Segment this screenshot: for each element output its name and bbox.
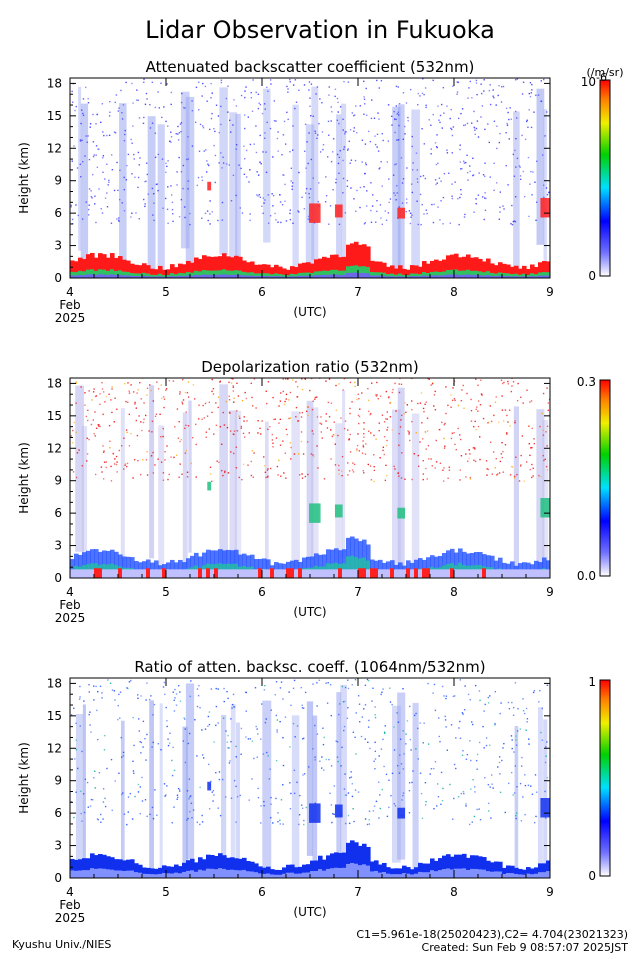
y-tick-label: 12 xyxy=(47,441,62,455)
y-tick-label: 0 xyxy=(54,271,62,285)
colorbar-min-label: 0 xyxy=(588,269,596,283)
y-tick-label: 15 xyxy=(47,409,62,423)
y-tick-label: 6 xyxy=(54,806,62,820)
y-tick-label: 18 xyxy=(47,676,62,690)
x-tick-label: 7 xyxy=(354,585,362,599)
x-axis-label: (UTC) xyxy=(293,305,326,319)
y-tick-label: 18 xyxy=(47,76,62,90)
y-tick-label: 0 xyxy=(54,571,62,585)
colorbar-max-label: 10 xyxy=(581,75,596,89)
x-tick-label: 7 xyxy=(354,885,362,899)
panel-3: Ratio of atten. backsc. coeff. (1064nm/5… xyxy=(17,658,611,925)
y-tick-label: 6 xyxy=(54,206,62,220)
y-tick-label: 12 xyxy=(47,741,62,755)
y-tick-label: 9 xyxy=(54,174,62,188)
created-label: Created: Sun Feb 9 08:57:07 2025JST xyxy=(421,941,628,954)
x-year-label: 2025 xyxy=(55,911,86,925)
colorbar-max-label: 0.3 xyxy=(577,375,596,389)
x-tick-label: 8 xyxy=(450,585,458,599)
x-tick-label: 7 xyxy=(354,285,362,299)
x-tick-label: 6 xyxy=(258,585,266,599)
colorbar xyxy=(599,679,611,877)
panel-title: Depolarization ratio (532nm) xyxy=(201,358,419,376)
calibration-label: C1=5.961e-18(25020423),C2= 4.704(2302132… xyxy=(356,928,628,941)
y-tick-label: 0 xyxy=(54,871,62,885)
institution-label: Kyushu Univ./NIES xyxy=(12,938,112,951)
y-axis-label: Height (km) xyxy=(17,142,31,213)
x-tick-label: 9 xyxy=(546,585,554,599)
x-tick-label: 5 xyxy=(162,885,170,899)
y-tick-label: 15 xyxy=(47,709,62,723)
x-tick-label: 9 xyxy=(546,885,554,899)
colorbar-unit: (/m/sr) xyxy=(587,66,624,79)
x-tick-label: 6 xyxy=(258,885,266,899)
heatmap-texture xyxy=(70,678,550,878)
x-tick-label: 8 xyxy=(450,885,458,899)
colorbar xyxy=(599,79,611,277)
x-year-label: 2025 xyxy=(55,611,86,625)
y-tick-label: 12 xyxy=(47,141,62,155)
x-tick-label: 9 xyxy=(546,285,554,299)
x-month-label: Feb xyxy=(59,298,80,312)
x-month-label: Feb xyxy=(59,898,80,912)
x-tick-label: 5 xyxy=(162,585,170,599)
heatmap-texture xyxy=(70,78,550,278)
colorbar xyxy=(599,379,611,577)
y-tick-label: 9 xyxy=(54,474,62,488)
y-tick-label: 15 xyxy=(47,109,62,123)
y-axis-label: Height (km) xyxy=(17,442,31,513)
x-tick-label: 6 xyxy=(258,285,266,299)
panel-title: Ratio of atten. backsc. coeff. (1064nm/5… xyxy=(134,658,485,676)
x-year-label: 2025 xyxy=(55,311,86,325)
colorbar-max-label: 1 xyxy=(588,675,596,689)
y-tick-label: 3 xyxy=(54,239,62,253)
colorbar-min-label: 0 xyxy=(588,869,596,883)
x-axis-label: (UTC) xyxy=(293,905,326,919)
colorbar-min-label: 0.0 xyxy=(577,569,596,583)
x-tick-label: 5 xyxy=(162,285,170,299)
y-tick-label: 3 xyxy=(54,539,62,553)
x-axis-label: (UTC) xyxy=(293,605,326,619)
x-tick-label: 4 xyxy=(66,885,74,899)
y-tick-label: 18 xyxy=(47,376,62,390)
x-tick-label: 4 xyxy=(66,285,74,299)
y-tick-label: 9 xyxy=(54,774,62,788)
panel-1: Attenuated backscatter coefficient (532n… xyxy=(17,58,623,325)
x-tick-label: 8 xyxy=(450,285,458,299)
y-axis-label: Height (km) xyxy=(17,742,31,813)
x-tick-label: 4 xyxy=(66,585,74,599)
y-tick-label: 3 xyxy=(54,839,62,853)
heatmap-texture xyxy=(70,378,550,578)
panel-2: Depolarization ratio (532nm) 0 3 6 9 12 15 18 4 5… xyxy=(17,358,611,625)
panel-title: Attenuated backscatter coefficient (532n… xyxy=(146,58,475,76)
x-month-label: Feb xyxy=(59,598,80,612)
figure-title: Lidar Observation in Fukuoka xyxy=(145,16,495,44)
colorbar-exponent: -6 xyxy=(596,71,607,84)
y-tick-label: 6 xyxy=(54,506,62,520)
